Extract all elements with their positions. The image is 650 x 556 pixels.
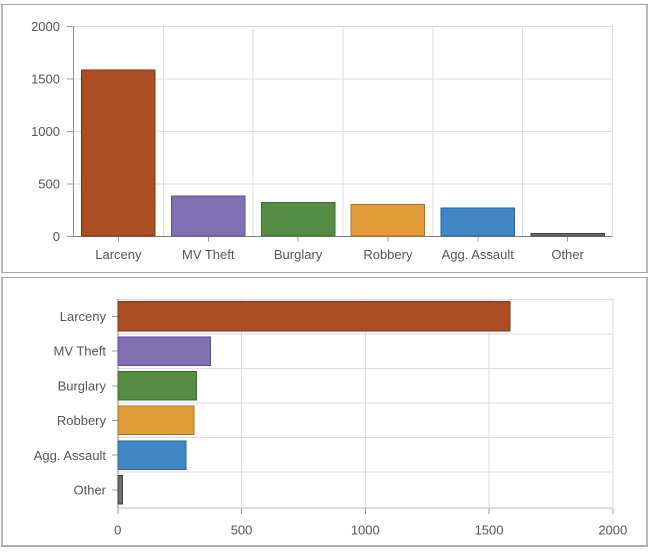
- svg-text:0: 0: [53, 229, 60, 244]
- svg-text:Robbery: Robbery: [57, 413, 107, 428]
- svg-text:2000: 2000: [598, 522, 627, 537]
- svg-text:Agg. Assault: Agg. Assault: [34, 448, 107, 463]
- svg-text:Burglary: Burglary: [274, 247, 323, 262]
- svg-text:Other: Other: [73, 482, 106, 497]
- svg-text:Agg. Assault: Agg. Assault: [442, 247, 515, 262]
- svg-text:1500: 1500: [475, 522, 504, 537]
- svg-text:Robbery: Robbery: [363, 247, 413, 262]
- svg-text:1000: 1000: [351, 522, 380, 537]
- svg-text:500: 500: [38, 177, 60, 192]
- svg-text:500: 500: [231, 522, 253, 537]
- svg-text:Burglary: Burglary: [58, 378, 107, 393]
- svg-text:1000: 1000: [31, 124, 60, 139]
- svg-text:MV Theft: MV Theft: [53, 344, 106, 359]
- svg-text:2000: 2000: [31, 19, 60, 34]
- svg-text:Larceny: Larceny: [60, 309, 107, 324]
- svg-text:MV Theft: MV Theft: [182, 247, 235, 262]
- svg-text:Larceny: Larceny: [95, 247, 142, 262]
- svg-text:Other: Other: [551, 247, 584, 262]
- svg-text:0: 0: [114, 522, 121, 537]
- svg-text:1500: 1500: [31, 72, 60, 87]
